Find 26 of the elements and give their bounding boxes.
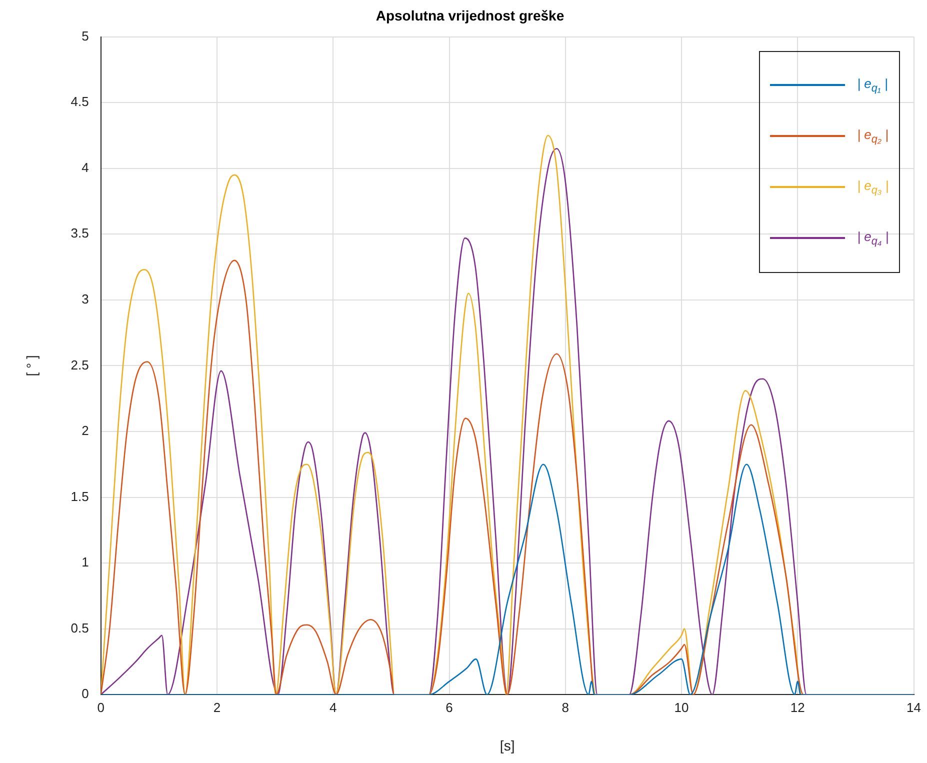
text: | e$_{q₁}$ |	[857, 76, 888, 95]
y-tick-label: 4	[82, 160, 89, 175]
y-tick-label: 2.5	[70, 357, 89, 372]
y-tick-label: 0	[82, 686, 89, 702]
text: | e$_{q₂}$ |	[857, 127, 889, 146]
y-tick-label: 0.5	[70, 620, 89, 636]
x-tick-label: 6	[446, 700, 453, 715]
x-axis-title: [s]	[500, 737, 515, 754]
x-tick-label: 2	[213, 700, 221, 715]
x-tick-label: 10	[674, 700, 689, 715]
x-tick-label: 0	[97, 700, 104, 715]
y-tick-label: 3	[82, 292, 89, 306]
y-tick-label: 1.5	[70, 488, 89, 504]
x-tick-label: 12	[790, 700, 805, 715]
chart-title: Apsolutna vrijednost greške	[376, 7, 564, 24]
y-tick-label: 1	[82, 554, 89, 570]
text: | e$_{q₄}$ |	[857, 229, 889, 248]
y-tick-label: 3.5	[70, 226, 89, 241]
y-tick-label: 4.5	[70, 94, 89, 110]
y-tick-label: 5	[82, 28, 89, 44]
x-tick-label: 8	[562, 700, 569, 715]
y-tick-label: 2	[82, 423, 89, 438]
x-tick-label: 4	[330, 700, 337, 715]
text: | e$_{q₃}$ |	[857, 178, 889, 197]
y-axis-title: [ ° ]	[23, 355, 40, 376]
x-tick-label: 14	[906, 700, 922, 715]
